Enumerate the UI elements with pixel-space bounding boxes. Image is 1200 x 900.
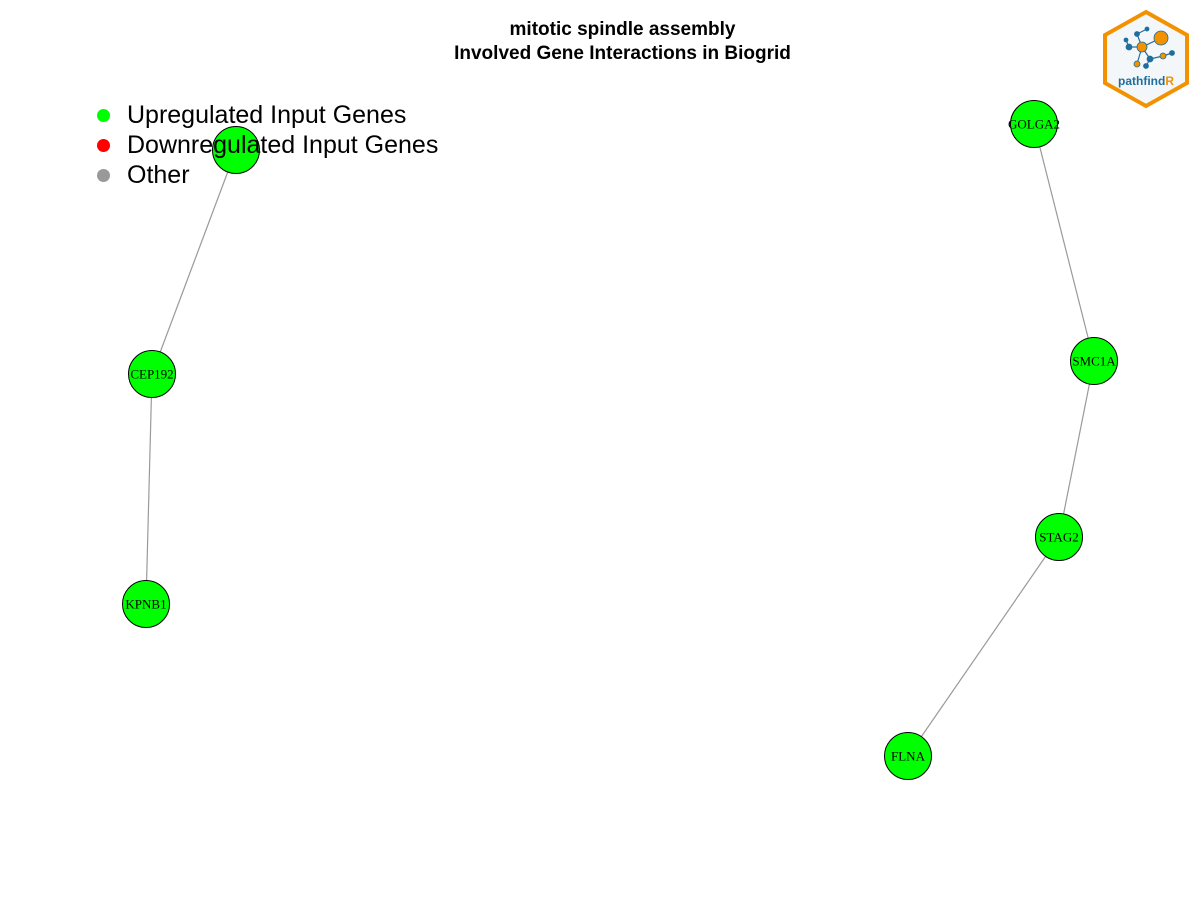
edge-smc1a-stag2 — [1058, 360, 1095, 538]
legend-item-upregulated: Upregulated Input Genes — [97, 100, 438, 130]
gene-node-flna: FLNA — [884, 732, 932, 780]
legend-dot-downregulated — [97, 138, 110, 152]
gene-label-cep192: CEP192 — [130, 367, 173, 382]
gene-node-cep192: CEP192 — [128, 350, 176, 398]
legend-item-other: Other — [97, 160, 438, 190]
title-line-1: mitotic spindle assembly — [509, 19, 736, 40]
legend-dot-upregulated — [97, 108, 110, 122]
title-line-2: Involved Gene Interactions in Biogrid — [454, 43, 791, 64]
logo-text: pathfindR — [1118, 74, 1174, 88]
edge-stag2-flna — [907, 536, 1060, 757]
edge-golga2-smc1a — [1033, 123, 1095, 362]
gene-node-golga2: GOLGA2 — [1008, 100, 1060, 148]
legend: Upregulated Input Genes Downregulated In… — [97, 100, 438, 190]
logo-text-accent: R — [1165, 74, 1174, 88]
gene-node-circle — [122, 580, 170, 628]
gene-node-stag2: STAG2 — [1035, 513, 1083, 561]
gene-label-smc1a: SMC1A — [1072, 354, 1116, 369]
logo-text-main: pathfind — [1118, 74, 1165, 88]
pathfindr-logo: pathfindR — [1103, 9, 1189, 109]
gene-node-circle — [128, 350, 176, 398]
legend-dot-other — [97, 168, 110, 182]
gene-node-n1 — [212, 126, 260, 174]
gene-label-kpnb1: KPNB1 — [125, 597, 166, 612]
nodes-layer: CEP192 KPNB1 GOLGA2 SMC1A STAG2 FLNA — [122, 100, 1118, 780]
logo-hexagon-icon — [1103, 9, 1189, 109]
gene-node-kpnb1: KPNB1 — [122, 580, 170, 628]
edge-n1-cep192 — [151, 149, 237, 375]
logo-network-icon — [1123, 26, 1175, 69]
gene-node-circle — [1070, 337, 1118, 385]
gene-label-flna: FLNA — [891, 749, 926, 764]
gene-node-circle — [1035, 513, 1083, 561]
legend-item-downregulated: Downregulated Input Genes — [97, 130, 438, 160]
edges-layer — [145, 123, 1095, 757]
edge-cep192-kpnb1 — [145, 373, 153, 605]
legend-label-upregulated: Upregulated Input Genes — [127, 100, 407, 129]
plot-title: mitotic spindle assembly Involved Gene I… — [0, 18, 1200, 66]
gene-label-stag2: STAG2 — [1039, 530, 1078, 545]
gene-node-circle — [1010, 100, 1058, 148]
gene-node-smc1a: SMC1A — [1070, 337, 1118, 385]
legend-label-downregulated: Downregulated Input Genes — [127, 130, 439, 159]
gene-node-circle — [212, 126, 260, 174]
gene-node-circle — [884, 732, 932, 780]
gene-label-golga2: GOLGA2 — [1008, 117, 1060, 132]
legend-label-other: Other — [127, 160, 190, 189]
